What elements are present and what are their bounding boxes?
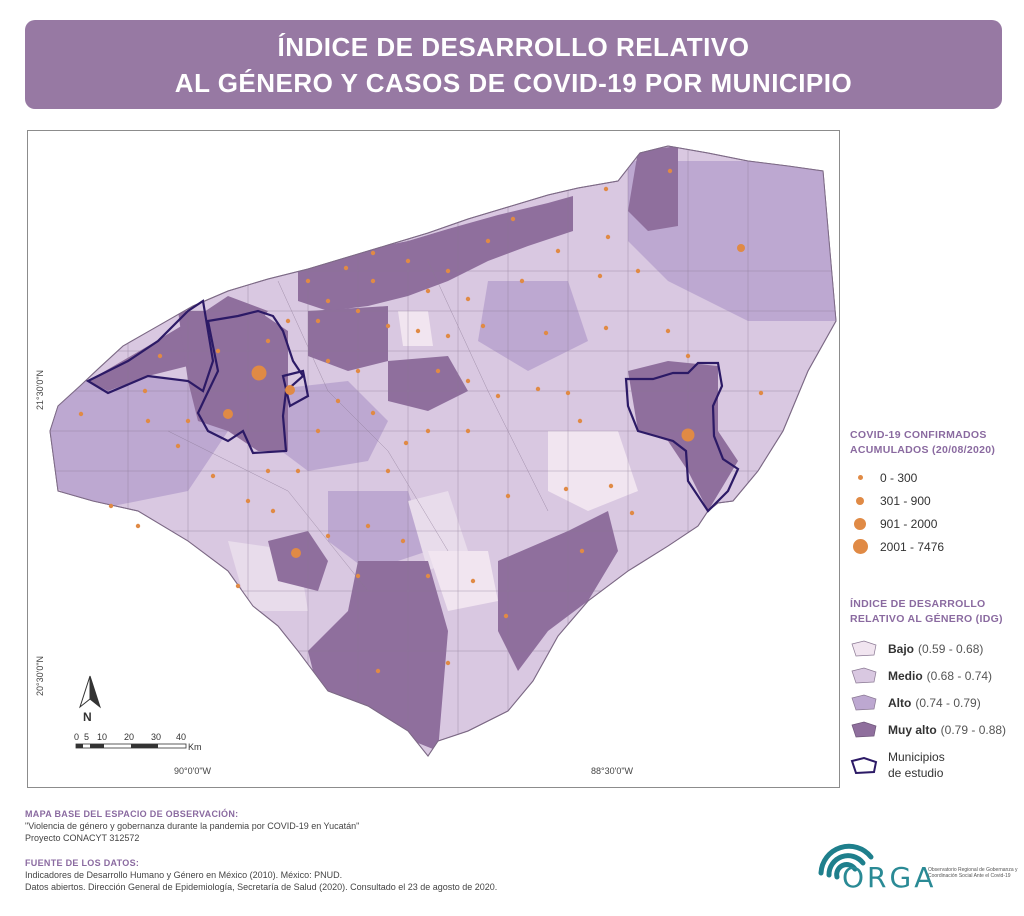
scale-unit: Km <box>188 742 202 752</box>
title-line-1: ÍNDICE DE DESARROLLO RELATIVO <box>277 31 750 62</box>
region-alto-mid <box>478 281 588 371</box>
legend-idg-heading-1: ÍNDICE DE DESARROLLO <box>850 598 986 610</box>
study-outline-3 <box>281 369 310 408</box>
legend-idg-item-bajo: Bajo (0.59 - 0.68) <box>850 635 1006 662</box>
yucatan-map[interactable] <box>28 131 839 787</box>
covid-dot-4 <box>291 548 301 558</box>
region-muyalto-merida <box>308 306 388 371</box>
legend-study-municipalities: Municipios de estudio <box>850 747 1006 783</box>
legend-idg-item-medio: Medio (0.68 - 0.74) <box>850 662 1006 689</box>
covid-dot-valladolid <box>681 428 695 442</box>
legend-idg: ÍNDICE DE DESARROLLO RELATIVO AL GÉNERO … <box>850 597 1006 783</box>
legend-covid: COVID-19 CONFIRMADOS ACUMULADOS (20/08/2… <box>850 428 995 558</box>
region-muyalto-coast <box>298 196 573 311</box>
legend-covid-heading-1: COVID-19 CONFIRMADOS <box>850 429 987 441</box>
map-frame[interactable]: 21°30'0"N 20°30'0"N 90°0'0"W 88°30'0"W N… <box>27 130 840 788</box>
north-arrow-icon <box>79 675 101 709</box>
covid-dot-3 <box>223 409 233 419</box>
region-muyalto-study-west <box>178 311 288 451</box>
study-outline-2 <box>196 309 305 455</box>
north-label: N <box>83 710 92 724</box>
footer-sources: FUENTE DE LOS DATOS: Indicadores de Desa… <box>25 858 498 892</box>
covid-dot-2 <box>285 385 295 395</box>
idg-regions <box>50 146 836 756</box>
legend-idg-heading-2: RELATIVO AL GÉNERO (IDG) <box>850 613 1003 625</box>
legend-idg-item-alto: Alto (0.74 - 0.79) <box>850 689 1006 716</box>
orga-logo: ORGA Observatorio Regional de Gobernanza… <box>815 835 1018 895</box>
lat-label-2: 20°30'0"N <box>35 655 45 696</box>
legend-covid-heading-2: ACUMULADOS (20/08/2020) <box>850 444 996 456</box>
covid-dot-5 <box>737 244 745 252</box>
legend-covid-item: 2001 - 7476 <box>850 535 995 558</box>
region-alto-east <box>628 161 836 321</box>
title-banner: ÍNDICE DE DESARROLLO RELATIVO AL GÉNERO … <box>25 20 1002 109</box>
orga-logo-subtitle: Observatorio Regional de Gobernanza y Co… <box>928 867 1018 879</box>
title-line-2: AL GÉNERO Y CASOS DE COVID-19 POR MUNICI… <box>174 67 853 98</box>
lon-label-1: 90°0'0"W <box>174 766 212 776</box>
legend-idg-item-muyalto: Muy alto (0.79 - 0.88) <box>850 716 1006 743</box>
study-outline-4 <box>624 361 740 513</box>
covid-dot-merida <box>251 365 267 381</box>
orga-wave-icon <box>818 843 874 880</box>
legend-covid-item: 301 - 900 <box>850 489 995 512</box>
orga-logo-text: ORGA <box>842 861 937 894</box>
region-alto-west <box>50 371 228 511</box>
study-outline-1 <box>85 299 215 395</box>
lat-label-1: 21°30'0"N <box>35 369 45 410</box>
legend-covid-item: 901 - 2000 <box>850 512 995 535</box>
region-bajo-n1 <box>398 311 433 346</box>
scale-bar <box>75 743 187 749</box>
legend-covid-item: 0 - 300 <box>850 466 995 489</box>
region-bajo-s2 <box>428 551 498 611</box>
lon-label-2: 88°30'0"W <box>591 766 634 776</box>
region-muyalto-ne <box>628 146 678 231</box>
region-muyalto-sw <box>268 531 328 591</box>
covid-dots <box>78 168 764 674</box>
footer-base: MAPA BASE DEL ESPACIO DE OBSERVACIÓN: "V… <box>25 809 360 843</box>
study-municipalities <box>85 299 740 513</box>
